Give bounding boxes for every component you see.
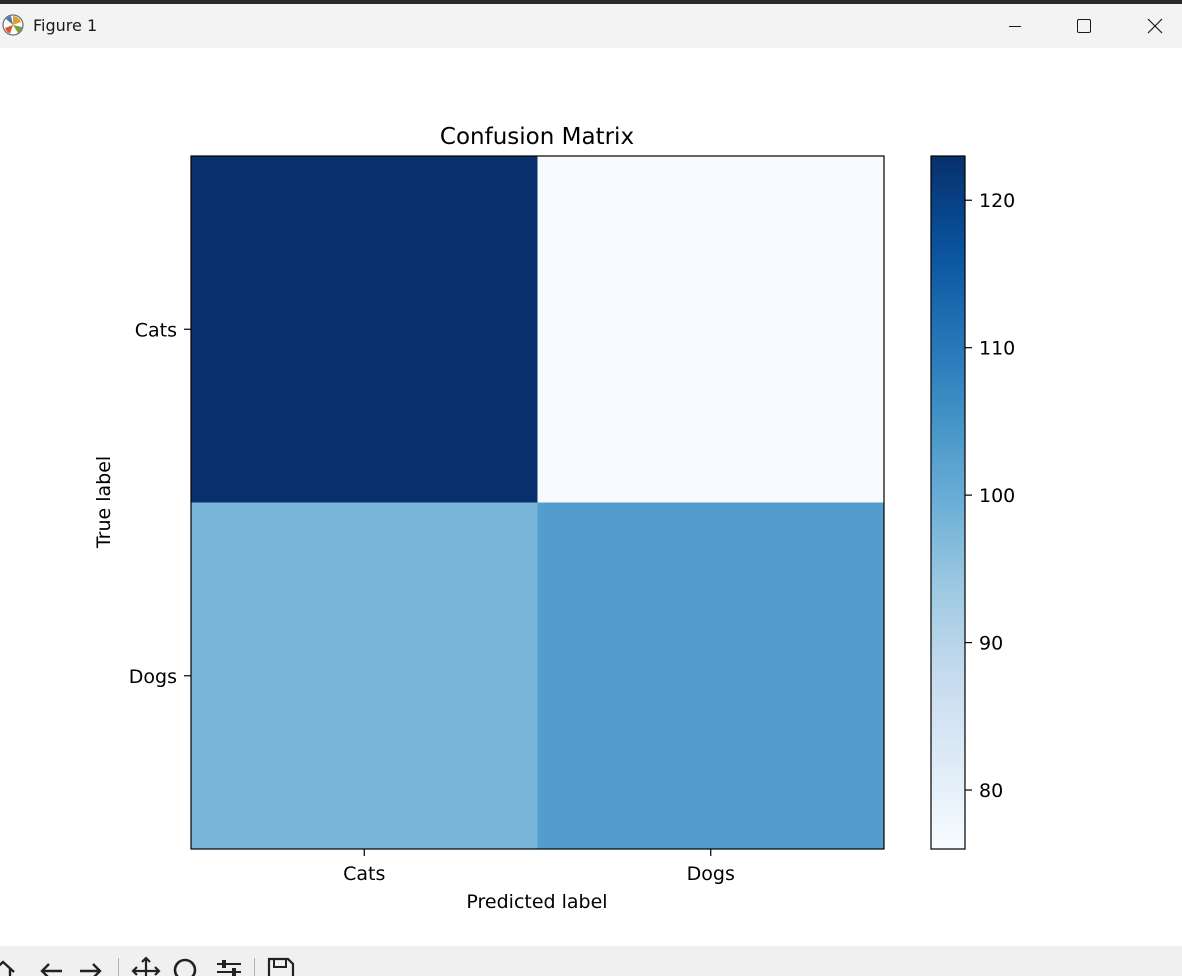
window-top-border bbox=[0, 0, 1182, 4]
window-title: Figure 1 bbox=[33, 16, 98, 35]
back-icon[interactable] bbox=[36, 956, 66, 976]
colorbar-tick-label: 90 bbox=[979, 633, 1003, 655]
configure-subplots-icon[interactable] bbox=[214, 956, 244, 976]
toolbar-separator bbox=[118, 958, 119, 976]
title-bar: Figure 1 bbox=[0, 4, 1182, 48]
heatmap-cell bbox=[191, 156, 538, 503]
plot-frame bbox=[190, 155, 885, 850]
colorbar-tick-label: 110 bbox=[979, 338, 1015, 360]
save-icon[interactable] bbox=[266, 956, 296, 976]
maximize-button[interactable] bbox=[1061, 4, 1107, 48]
toolbar-separator bbox=[254, 958, 255, 976]
minimize-icon bbox=[1009, 26, 1021, 27]
close-icon bbox=[1147, 18, 1163, 34]
close-button[interactable] bbox=[1132, 4, 1178, 48]
chart-title: Confusion Matrix bbox=[440, 124, 634, 150]
y-tick-label: Cats bbox=[135, 319, 177, 341]
heatmap-cell bbox=[537, 156, 885, 503]
forward-icon[interactable] bbox=[76, 956, 106, 976]
colorbar-tick-label: 120 bbox=[979, 190, 1015, 212]
confusion-matrix-chart: Confusion Matrix Cats Dogs Cats Dogs Predi… bbox=[93, 124, 1015, 913]
minimize-button[interactable] bbox=[992, 4, 1038, 48]
app-icon bbox=[2, 14, 24, 36]
figure-canvas[interactable]: Confusion Matrix Cats Dogs Cats Dogs Predi… bbox=[0, 48, 1182, 946]
maximize-icon bbox=[1077, 19, 1091, 33]
colorbar-tick-label: 80 bbox=[979, 780, 1003, 802]
colorbar bbox=[930, 155, 966, 850]
navigation-toolbar bbox=[0, 946, 1182, 976]
zoom-icon[interactable] bbox=[171, 956, 201, 976]
pan-icon[interactable] bbox=[131, 956, 161, 976]
y-axis-label: True label bbox=[93, 456, 115, 549]
y-tick-label: Dogs bbox=[129, 666, 177, 688]
heatmap-cell bbox=[191, 502, 538, 850]
home-icon[interactable] bbox=[0, 956, 18, 976]
x-tick-label: Cats bbox=[343, 863, 385, 885]
x-tick-label: Dogs bbox=[687, 863, 735, 885]
colorbar-tick-label: 100 bbox=[979, 485, 1015, 507]
heatmap-cell bbox=[537, 502, 885, 850]
x-axis-label: Predicted label bbox=[466, 891, 607, 913]
